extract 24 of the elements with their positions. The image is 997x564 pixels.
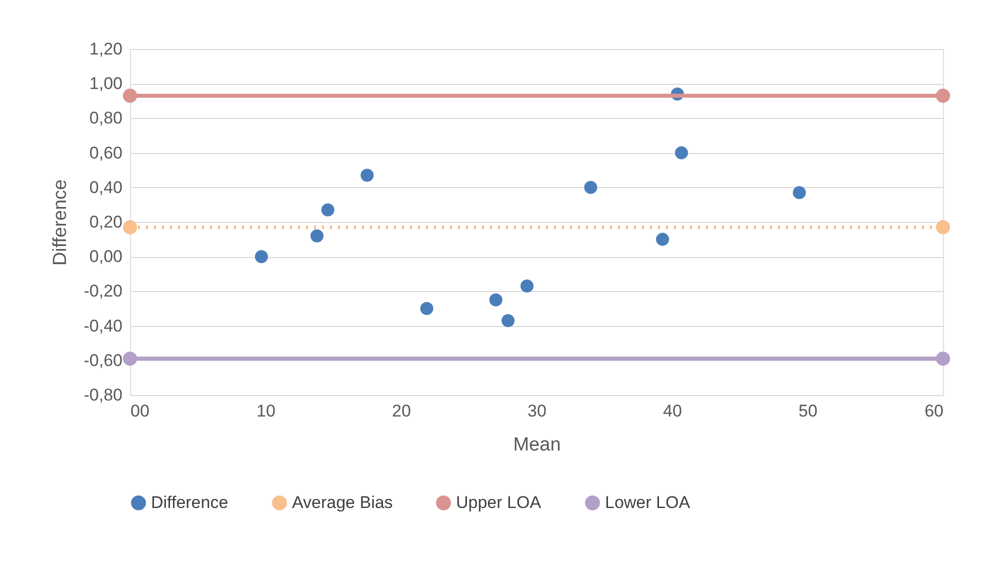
legend-label: Average Bias: [292, 492, 393, 512]
y-tick-label: -0,20: [84, 282, 122, 301]
x-tick-label: 40: [663, 402, 682, 420]
y-tick-label: 1,20: [89, 40, 122, 58]
y-tick-label: 0,80: [89, 108, 122, 128]
y-tick-label: 0,40: [89, 178, 122, 197]
x-tick-label: 60: [924, 402, 944, 420]
x-tick-label: 00: [130, 402, 150, 420]
y-tick-label: -0,40: [84, 316, 122, 336]
y-tick-label: 0,20: [89, 212, 122, 232]
y-tick-label: -0,80: [84, 386, 122, 404]
legend-label: Difference: [151, 492, 228, 512]
y-tick-label: 0,00: [89, 247, 122, 266]
legend-label: Lower LOA: [605, 492, 691, 512]
x-tick-label: 10: [256, 402, 276, 420]
x-tick-label: 30: [528, 402, 546, 420]
x-tick-label: 50: [798, 402, 818, 420]
y-tick-label: 1,00: [89, 74, 122, 94]
x-tick-label: 20: [392, 402, 411, 420]
y-axis-title: Difference: [50, 179, 71, 266]
y-tick-label: 0,60: [89, 143, 122, 162]
y-tick-label: -0,60: [84, 350, 122, 370]
legend-label: Upper LOA: [456, 492, 542, 512]
x-axis-title: Mean: [513, 434, 561, 456]
